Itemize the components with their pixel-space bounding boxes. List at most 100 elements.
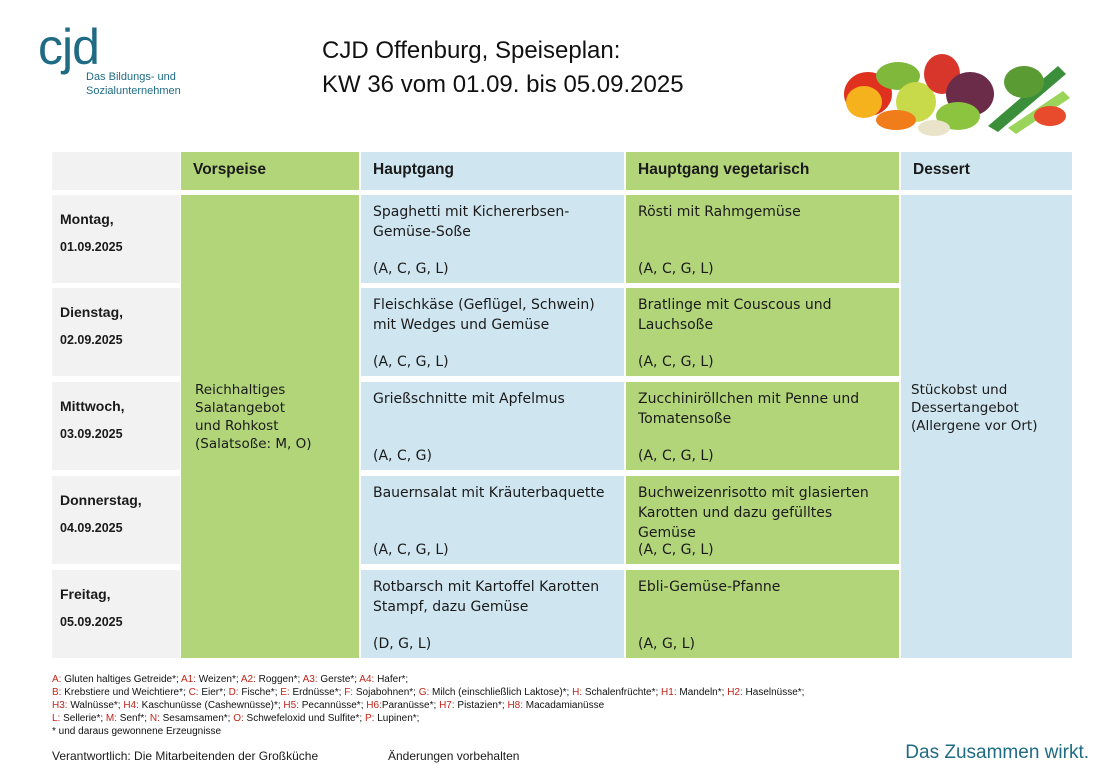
legend-line: * und daraus gewonnene Erzeugnisse bbox=[52, 725, 804, 738]
legend-line: L: Sellerie*; M: Senf*; N: Sesamsamen*; … bbox=[52, 712, 804, 725]
legend-code: N: bbox=[149, 713, 160, 724]
legend-code: C: bbox=[188, 687, 199, 698]
header-hauptgang-vegetarisch: Hauptgang vegetarisch bbox=[626, 152, 899, 190]
allergen-legend: A: Gluten haltiges Getreide*; A1: Weizen… bbox=[52, 673, 804, 738]
legend-text: Haselnüsse*; bbox=[742, 687, 805, 698]
legend-text: Krebstiere und Weichtiere*; bbox=[61, 687, 189, 698]
legend-text: Paranüsse*; bbox=[381, 700, 440, 711]
legend-line: A: Gluten haltiges Getreide*; A1: Weizen… bbox=[52, 673, 804, 686]
main-dish-name: Spaghetti mit Kichererbsen-Gemüse-Soße bbox=[373, 204, 570, 240]
slogan: Das Zusammen wirkt. bbox=[905, 742, 1089, 763]
veg-dish-allergens: (A, G, L) bbox=[638, 636, 695, 652]
veg-dish-allergens: (A, C, G, L) bbox=[638, 448, 714, 464]
legend-code: A2: bbox=[240, 674, 256, 685]
legend-text: Sellerie*; bbox=[60, 713, 106, 724]
legend-code: H2: bbox=[727, 687, 743, 698]
main-dish-cell: Fleischkäse (Geflügel, Schwein) mit Wedg… bbox=[361, 288, 624, 376]
logo-mark: cjd bbox=[38, 19, 100, 75]
starter-line: (Salatsoße: M, O) bbox=[195, 436, 312, 452]
veg-dish-allergens: (A, C, G, L) bbox=[638, 354, 714, 370]
starter-cell: Reichhaltiges Salatangebot und Rohkost (… bbox=[181, 195, 359, 658]
legend-code: H7: bbox=[439, 700, 455, 711]
legend-text: Pistazien*; bbox=[454, 700, 508, 711]
legend-text: Sojabohnen*; bbox=[353, 687, 419, 698]
day-cell: Freitag, 05.09.2025 bbox=[52, 570, 180, 658]
cjd-logo: cjd Das Bildungs- und Sozialunternehmen bbox=[38, 22, 208, 102]
main-dish-name: Bauernsalat mit Kräuterbaquette bbox=[373, 485, 605, 501]
vegetables-image bbox=[844, 54, 1070, 136]
legend-code: H1: bbox=[661, 687, 677, 698]
legend-code: A4: bbox=[359, 674, 375, 685]
header-hauptgang: Hauptgang bbox=[361, 152, 624, 190]
veg-dish-cell: Rösti mit Rahmgemüse (A, C, G, L) bbox=[626, 195, 899, 283]
legend-text: Schwefeloxid und Sulfite*; bbox=[243, 713, 365, 724]
day-date: 03.09.2025 bbox=[60, 427, 123, 441]
legend-text: Eier*; bbox=[198, 687, 229, 698]
main-dish-allergens: (A, C, G, L) bbox=[373, 542, 449, 558]
day-cell: Montag, 01.09.2025 bbox=[52, 195, 180, 283]
day-date: 04.09.2025 bbox=[60, 521, 123, 535]
main-dish-allergens: (D, G, L) bbox=[373, 636, 432, 652]
footer-responsible: Verantwortlich: Die Mitarbeitenden der G… bbox=[52, 749, 319, 763]
day-name: Donnerstag, bbox=[60, 492, 142, 508]
legend-text: Fische*; bbox=[238, 687, 281, 698]
legend-text: Gerste*; bbox=[317, 674, 360, 685]
legend-code: L: bbox=[52, 713, 61, 724]
legend-text: Roggen*; bbox=[255, 674, 303, 685]
legend-text: Lupinen*; bbox=[374, 713, 420, 724]
legend-code: A3: bbox=[302, 674, 318, 685]
veg-dish-allergens: (A, C, G, L) bbox=[638, 542, 714, 558]
legend-text: Erdnüsse*; bbox=[289, 687, 345, 698]
legend-code: H4: bbox=[123, 700, 139, 711]
header-vorspeise: Vorspeise bbox=[181, 152, 359, 190]
logo-tagline-2: Sozialunternehmen bbox=[86, 85, 181, 97]
legend-code: E: bbox=[280, 687, 290, 698]
legend-code: M: bbox=[105, 713, 118, 724]
dessert-line: (Allergene vor Ort) bbox=[911, 418, 1038, 434]
veg-dish-name: Zucchiniröllchen mit Penne und Tomatenso… bbox=[638, 391, 860, 427]
main-dish-name: Fleischkäse (Geflügel, Schwein) mit Wedg… bbox=[373, 297, 595, 333]
legend-code: G: bbox=[418, 687, 430, 698]
legend-code: H8: bbox=[507, 700, 524, 711]
legend-text: * und daraus gewonnene Erzeugnisse bbox=[52, 726, 222, 737]
veg-dish-cell: Ebli-Gemüse-Pfanne (A, G, L) bbox=[626, 570, 899, 658]
main-dish-name: Rotbarsch mit Kartoffel Karotten Stampf,… bbox=[373, 579, 600, 615]
main-dish-cell: Rotbarsch mit Kartoffel Karotten Stampf,… bbox=[361, 570, 624, 658]
legend-code: A1: bbox=[180, 674, 196, 685]
title-line-1: CJD Offenburg, Speiseplan: bbox=[322, 37, 621, 64]
day-name: Mittwoch, bbox=[60, 398, 125, 414]
legend-line: B: Krebstiere und Weichtiere*; C: Eier*;… bbox=[52, 686, 804, 699]
veg-dish-name: Bratlinge mit Couscous und Lauchsoße bbox=[638, 297, 832, 333]
legend-line: H3: Walnüsse*; H4: Kaschunüsse (Cashewnü… bbox=[52, 699, 804, 712]
legend-code: A: bbox=[52, 674, 62, 685]
legend-text: Kaschunüsse (Cashewnüsse)*; bbox=[138, 700, 284, 711]
day-date: 02.09.2025 bbox=[60, 333, 123, 347]
main-dish-cell: Spaghetti mit Kichererbsen-Gemüse-Soße (… bbox=[361, 195, 624, 283]
main-dish-allergens: (A, C, G, L) bbox=[373, 354, 449, 370]
legend-text: Senf*; bbox=[117, 713, 150, 724]
day-name: Freitag, bbox=[60, 586, 111, 602]
main-dish-name: Grießschnitte mit Apfelmus bbox=[373, 391, 565, 407]
day-date: 01.09.2025 bbox=[60, 240, 123, 254]
legend-code: B: bbox=[52, 687, 62, 698]
legend-text: Gluten haltiges Getreide*; bbox=[61, 674, 181, 685]
legend-code: O: bbox=[233, 713, 244, 724]
legend-text: Milch (einschließlich Laktose)*; bbox=[429, 687, 573, 698]
veg-dish-allergens: (A, C, G, L) bbox=[638, 261, 714, 277]
veg-dish-cell: Zucchiniröllchen mit Penne und Tomatenso… bbox=[626, 382, 899, 470]
legend-code: D: bbox=[228, 687, 239, 698]
legend-text: Weizen*; bbox=[196, 674, 241, 685]
day-name: Montag, bbox=[60, 211, 114, 227]
day-date: 05.09.2025 bbox=[60, 615, 123, 629]
main-dish-cell: Grießschnitte mit Apfelmus (A, C, G) bbox=[361, 382, 624, 470]
day-name: Dienstag, bbox=[60, 304, 124, 320]
veg-dish-name: Ebli-Gemüse-Pfanne bbox=[638, 579, 781, 595]
day-cell: Donnerstag, 04.09.2025 bbox=[52, 476, 180, 564]
legend-text: Walnüsse*; bbox=[67, 700, 124, 711]
legend-code: H: bbox=[572, 687, 583, 698]
starter-line: und Rohkost bbox=[195, 418, 279, 434]
starter-line: Salatangebot bbox=[195, 400, 285, 416]
legend-code: F: bbox=[344, 687, 354, 698]
legend-text: Sesamsamen*; bbox=[159, 713, 234, 724]
dessert-line: Stückobst und bbox=[911, 382, 1008, 398]
